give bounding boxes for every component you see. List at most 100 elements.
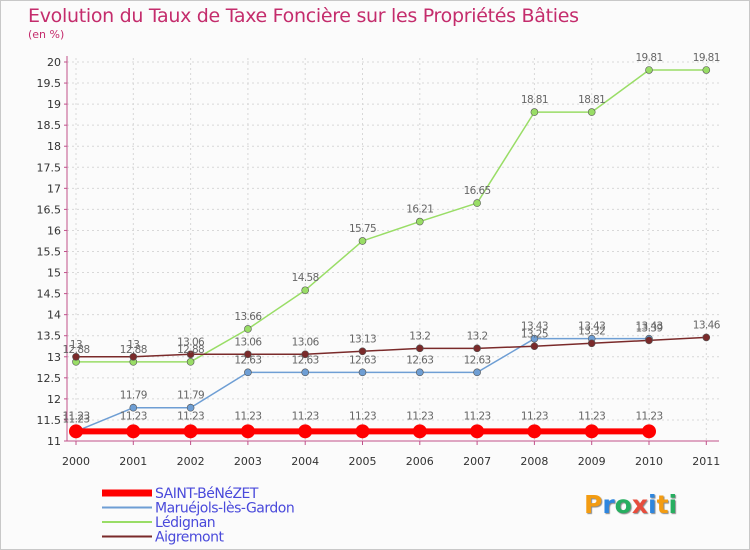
data-point[interactable] xyxy=(415,368,424,377)
data-point[interactable] xyxy=(642,424,656,439)
legend-label: Maruéjols-lès-Gardon xyxy=(155,501,294,517)
x-tick-label: 2000 xyxy=(62,455,90,468)
data-point[interactable] xyxy=(530,108,539,116)
data-point[interactable] xyxy=(129,352,138,361)
data-label: 19.81 xyxy=(693,52,720,64)
data-label: 14.58 xyxy=(292,272,319,284)
data-label: 11.23 xyxy=(62,410,89,422)
data-point[interactable] xyxy=(358,368,367,377)
data-label: 12.88 xyxy=(177,344,204,356)
y-axis-unit: (en %) xyxy=(28,28,65,41)
data-point[interactable] xyxy=(69,424,83,439)
x-tick-label: 2009 xyxy=(578,455,606,468)
data-label: 16.65 xyxy=(464,185,491,197)
data-label: 12.88 xyxy=(120,344,147,356)
y-tick-label: 15 xyxy=(47,267,61,280)
data-point[interactable] xyxy=(301,286,310,295)
y-tick-label: 18.5 xyxy=(37,119,62,132)
data-point[interactable] xyxy=(355,424,370,439)
data-point[interactable] xyxy=(301,368,310,377)
data-label: 13 xyxy=(127,339,139,351)
proxiti-logo: Proxiti xyxy=(584,490,677,519)
data-point[interactable] xyxy=(240,424,255,439)
logo-letter: P xyxy=(584,490,603,519)
data-label: 15.75 xyxy=(349,223,376,235)
data-point[interactable] xyxy=(244,325,252,333)
data-label: 13.39 xyxy=(635,322,662,334)
data-point[interactable] xyxy=(587,339,596,348)
data-point[interactable] xyxy=(473,368,481,377)
data-label: 13.06 xyxy=(292,336,320,348)
data-point[interactable] xyxy=(358,347,367,356)
data-point[interactable] xyxy=(244,350,252,359)
data-point[interactable] xyxy=(301,350,310,359)
data-point[interactable] xyxy=(186,358,195,366)
data-point[interactable] xyxy=(470,424,485,439)
data-point[interactable] xyxy=(358,237,367,245)
data-point[interactable] xyxy=(530,342,539,351)
x-tick-label: 2011 xyxy=(692,455,720,468)
data-point[interactable] xyxy=(412,424,427,439)
data-point[interactable] xyxy=(702,66,711,74)
y-tick-label: 17.5 xyxy=(37,161,62,174)
data-label: 11.79 xyxy=(120,390,147,402)
x-tick-label: 2007 xyxy=(463,455,491,468)
data-point[interactable] xyxy=(244,368,252,377)
x-tick-label: 2002 xyxy=(177,455,205,468)
y-tick-label: 11.5 xyxy=(37,414,62,427)
data-label: 13.2 xyxy=(467,330,488,342)
data-label: 13.43 xyxy=(578,321,605,333)
data-label: 11.23 xyxy=(464,410,491,422)
data-label: 12.63 xyxy=(464,354,491,366)
x-tick-label: 2005 xyxy=(349,455,377,468)
data-point[interactable] xyxy=(702,333,711,342)
data-label: 13.43 xyxy=(521,321,548,333)
data-point[interactable] xyxy=(415,217,424,226)
y-tick-label: 14 xyxy=(47,309,61,322)
y-tick-label: 19.5 xyxy=(37,77,62,90)
logo-letter: r xyxy=(602,490,615,519)
data-point[interactable] xyxy=(645,66,653,74)
data-point[interactable] xyxy=(473,199,481,207)
data-label: 11.23 xyxy=(406,410,433,422)
data-point[interactable] xyxy=(587,108,596,116)
data-label: 12.63 xyxy=(292,354,319,366)
data-label: 18.81 xyxy=(521,94,548,106)
data-label: 13 xyxy=(70,339,82,351)
data-label: 13.2 xyxy=(409,330,430,342)
data-point[interactable] xyxy=(473,344,481,353)
series-line xyxy=(75,336,708,358)
y-tick-label: 12.5 xyxy=(37,372,62,385)
x-tick-label: 2010 xyxy=(635,455,663,468)
data-point[interactable] xyxy=(126,424,141,439)
data-point[interactable] xyxy=(186,350,195,359)
legend-label: Aigremont xyxy=(155,530,224,546)
data-point[interactable] xyxy=(584,424,599,439)
data-point[interactable] xyxy=(298,424,313,439)
data-label: 11.23 xyxy=(349,410,376,422)
data-label: 11.23 xyxy=(62,413,89,425)
data-point[interactable] xyxy=(530,334,539,343)
data-label: 12.63 xyxy=(349,354,376,366)
x-tick-label: 2006 xyxy=(406,455,434,468)
data-label: 18.81 xyxy=(578,94,605,106)
data-label: 12.63 xyxy=(406,354,433,366)
x-tick-label: 2008 xyxy=(520,455,548,468)
data-point[interactable] xyxy=(183,424,198,439)
data-point[interactable] xyxy=(645,336,653,345)
y-tick-label: 17 xyxy=(47,182,61,195)
data-point[interactable] xyxy=(129,403,138,412)
data-point[interactable] xyxy=(72,352,80,361)
data-point[interactable] xyxy=(415,344,424,353)
data-label: 13.66 xyxy=(234,311,262,323)
data-label: 11.23 xyxy=(635,410,662,422)
data-point[interactable] xyxy=(186,403,195,412)
logo-letter: i xyxy=(648,490,657,519)
data-point[interactable] xyxy=(527,424,542,439)
series-line xyxy=(75,69,708,363)
y-tick-label: 14.5 xyxy=(37,288,62,301)
data-label: 13.06 xyxy=(177,336,205,348)
y-tick-label: 19 xyxy=(47,98,61,111)
